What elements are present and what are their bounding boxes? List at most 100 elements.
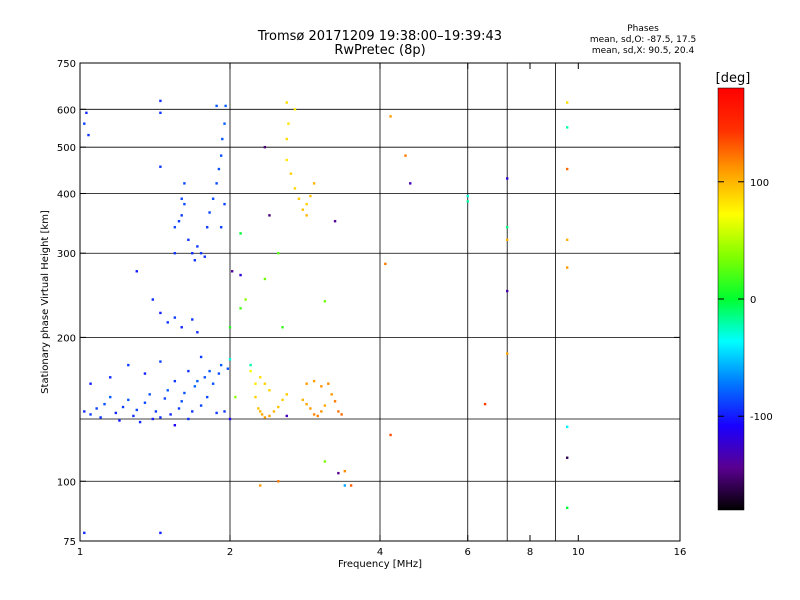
data-point [301, 208, 305, 211]
data-point [312, 379, 316, 383]
data-point [323, 300, 327, 303]
data-point [211, 382, 215, 385]
data-point [166, 321, 169, 324]
data-point [193, 385, 197, 388]
data-point [333, 400, 337, 403]
data-point [404, 154, 407, 157]
data-point [199, 252, 203, 255]
data-point [244, 298, 247, 301]
data-point [135, 408, 138, 412]
data-point [199, 355, 203, 359]
y-tick-label: 300 [57, 249, 76, 260]
data-point [230, 270, 234, 273]
data-point [565, 167, 569, 171]
y-tick-label: 500 [57, 143, 76, 154]
data-point [254, 382, 257, 385]
data-point [132, 414, 135, 418]
colorbar-tick-label: 100 [750, 178, 769, 189]
data-point [259, 484, 262, 487]
data-point [121, 405, 125, 409]
data-point [221, 137, 224, 141]
data-point [289, 172, 293, 175]
data-point [565, 101, 569, 104]
data-point [268, 414, 271, 418]
data-point [203, 376, 206, 379]
data-point [173, 226, 177, 229]
data-point [330, 393, 333, 396]
data-point [191, 252, 194, 255]
data-point [249, 363, 252, 367]
data-point [239, 307, 242, 310]
y-axis-label: Stationary phase Virtual Height [km] [40, 210, 51, 394]
x-tick-label: 16 [674, 547, 687, 558]
data-point [109, 376, 112, 379]
x-tick-label: 4 [377, 547, 383, 558]
y-tick-label: 100 [57, 477, 76, 488]
data-point [205, 226, 209, 229]
y-tick-label: 200 [57, 333, 76, 344]
data-point [305, 402, 308, 406]
data-point [259, 376, 262, 379]
data-point [87, 133, 90, 137]
data-point [239, 232, 242, 235]
data-point [180, 214, 183, 217]
data-point [191, 410, 194, 413]
data-point [135, 270, 138, 273]
data-point [340, 413, 343, 416]
data-point [349, 484, 353, 487]
data-point [293, 108, 297, 111]
data-point [565, 425, 569, 429]
data-point [191, 318, 194, 321]
data-point [260, 413, 264, 416]
data-point [223, 122, 226, 125]
data-point [309, 407, 312, 410]
data-point [285, 393, 288, 396]
data-point [224, 104, 227, 108]
data-point [83, 410, 86, 413]
data-point [215, 104, 218, 108]
data-point [263, 416, 267, 419]
data-point [228, 326, 232, 329]
data-points [83, 99, 569, 535]
y-tick-label: 400 [57, 189, 76, 200]
data-point [316, 414, 319, 418]
data-point [159, 416, 162, 419]
data-point [287, 122, 290, 125]
data-point [320, 410, 323, 413]
grid [80, 63, 680, 541]
data-point [565, 456, 569, 459]
data-point [89, 413, 92, 416]
x-tick-label: 10 [572, 547, 585, 558]
data-point [219, 363, 223, 367]
x-tick-label: 1 [77, 547, 83, 558]
data-point [277, 252, 280, 255]
data-point [151, 417, 155, 421]
data-point [234, 395, 237, 399]
data-point [205, 395, 209, 399]
data-point [305, 382, 308, 385]
data-point [285, 414, 288, 418]
data-point [263, 277, 267, 281]
data-point [505, 238, 509, 242]
data-point [83, 122, 86, 125]
data-point [187, 238, 190, 242]
data-point [249, 369, 252, 373]
data-point [333, 220, 337, 223]
data-point [268, 214, 271, 217]
data-point [483, 402, 487, 406]
data-point [180, 400, 183, 403]
data-point [257, 407, 260, 410]
data-point [183, 202, 186, 206]
x-axis-label: Frequency [MHz] [338, 559, 422, 570]
data-point [159, 311, 162, 315]
data-point [297, 197, 301, 200]
data-point [565, 238, 569, 242]
data-point [277, 480, 280, 483]
legend-title: Phases [627, 24, 659, 34]
colorbar-tick-label: -100 [750, 412, 773, 423]
data-point [389, 115, 392, 118]
chart-subtitle: RwPretec (8p) [334, 43, 425, 58]
data-point [505, 352, 509, 355]
data-point [208, 369, 211, 373]
data-point [83, 531, 86, 535]
